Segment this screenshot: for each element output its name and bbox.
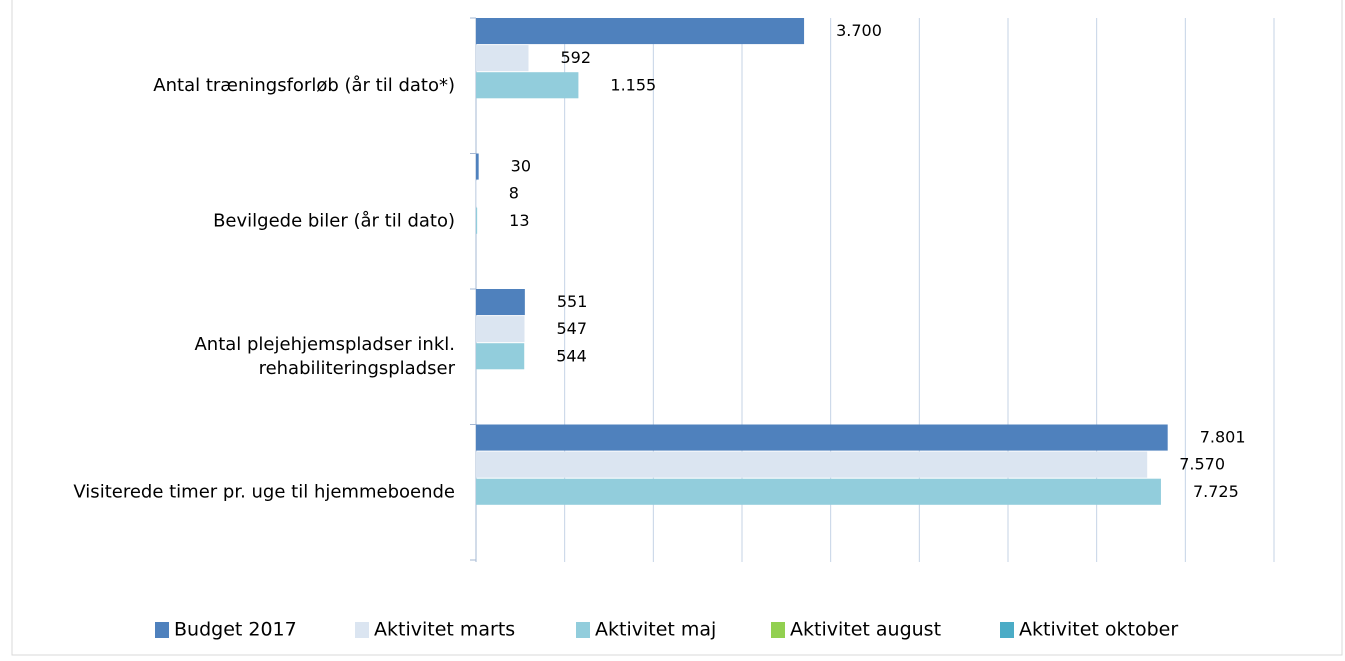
legend-swatch <box>155 622 169 638</box>
data-label: 7.570 <box>1179 455 1225 474</box>
data-label: 13 <box>509 211 529 230</box>
bar <box>476 45 529 72</box>
bar <box>476 180 477 207</box>
data-label: 3.700 <box>836 21 882 40</box>
bar <box>476 451 1148 478</box>
bar <box>476 289 525 316</box>
bar <box>476 316 525 343</box>
data-label: 1.155 <box>610 75 656 94</box>
category-label: Antal træningsforløb (år til dato*) <box>153 75 455 96</box>
legend-label: Aktivitet maj <box>595 619 716 641</box>
data-label: 544 <box>556 346 587 365</box>
bar <box>476 153 479 180</box>
data-label: 551 <box>557 292 588 311</box>
data-label: 547 <box>557 319 588 338</box>
category-label: Antal plejehjemspladser inkl. <box>194 334 455 355</box>
bar <box>476 72 579 99</box>
legend-label: Aktivitet august <box>790 619 941 641</box>
data-label: 7.801 <box>1200 428 1246 447</box>
category-label: Bevilgede biler (år til dato) <box>213 210 455 231</box>
legend-swatch <box>771 622 785 638</box>
data-label: 30 <box>511 157 531 176</box>
chart-frame <box>11 0 1343 656</box>
legend-label: Aktivitet marts <box>374 619 515 641</box>
legend-swatch <box>1000 622 1014 638</box>
data-label: 7.725 <box>1193 482 1239 501</box>
legend-label: Aktivitet oktober <box>1019 619 1178 641</box>
legend-swatch <box>355 622 369 638</box>
bar <box>476 424 1168 451</box>
category-label: Visiterede timer pr. uge til hjemmeboend… <box>73 481 455 502</box>
legend-swatch <box>576 622 590 638</box>
bar <box>476 478 1161 505</box>
category-label: rehabiliteringspladser <box>259 358 456 379</box>
legend-label: Budget 2017 <box>174 619 297 641</box>
data-label: 8 <box>509 184 519 203</box>
bar <box>476 18 805 45</box>
bar <box>476 207 478 234</box>
data-label: 592 <box>560 48 591 67</box>
bar <box>476 343 525 370</box>
